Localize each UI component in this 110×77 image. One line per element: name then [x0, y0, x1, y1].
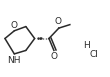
Text: NH: NH [7, 56, 20, 65]
Text: H: H [83, 41, 90, 50]
Text: O: O [11, 21, 18, 30]
Text: O: O [51, 52, 58, 61]
Text: O: O [55, 17, 62, 26]
Text: Cl: Cl [90, 50, 98, 59]
